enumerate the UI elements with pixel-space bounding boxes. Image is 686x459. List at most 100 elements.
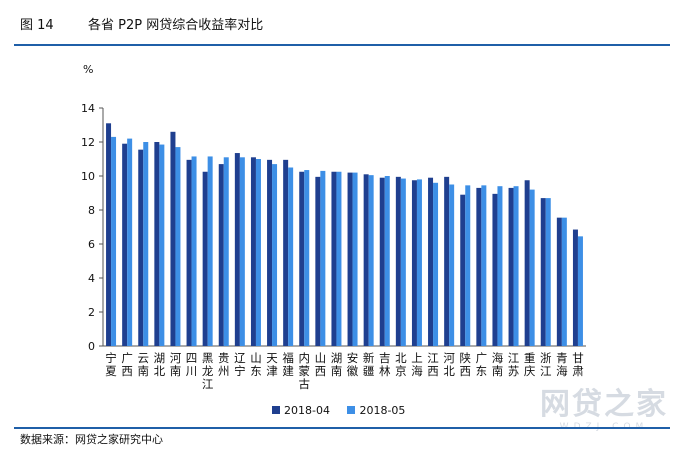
legend-swatch-2018-05: [347, 406, 356, 414]
bar-2018-04: [234, 153, 240, 346]
x-tick-label: 黑龙江: [202, 351, 214, 391]
bar-2018-05: [191, 156, 197, 346]
figure-title: 各省 P2P 网贷综合收益率对比: [88, 18, 264, 33]
watermark-logo: 网贷之家 WDZJ.COM: [540, 387, 668, 433]
bar-2018-04: [250, 157, 256, 346]
bar-2018-05: [288, 167, 294, 346]
bar-2018-05: [111, 136, 117, 346]
bar-2018-04: [347, 172, 353, 346]
y-axis-unit: %: [83, 63, 93, 76]
bar-2018-05: [416, 179, 422, 346]
bar-2018-05: [449, 184, 455, 346]
bar-2018-04: [202, 171, 208, 346]
y-tick-label: 14: [81, 102, 95, 115]
bar-2018-05: [223, 157, 229, 346]
x-tick-label: 四川: [186, 351, 198, 378]
bar-2018-05: [529, 189, 535, 346]
figure-number: 图 14: [20, 18, 54, 33]
bar-2018-05: [433, 182, 439, 346]
x-tick-label: 江西: [427, 351, 439, 378]
legend-item-2018-04: 2018-04: [272, 404, 330, 418]
x-tick-label: 北京: [395, 351, 407, 378]
bar-2018-04: [170, 131, 176, 346]
bar-2018-04: [508, 187, 514, 346]
x-tick-label: 福建: [282, 351, 294, 378]
bar-2018-05: [336, 171, 342, 346]
bar-2018-04: [524, 180, 530, 346]
bar-2018-05: [320, 170, 326, 346]
x-tick-label: 新疆: [363, 351, 375, 378]
figure-header: 图 14 各省 P2P 网贷综合收益率对比: [20, 14, 670, 38]
bar-2018-05: [400, 178, 406, 346]
x-tick-label: 天津: [266, 351, 278, 378]
bar-2018-05: [304, 170, 310, 346]
bar-2018-05: [127, 138, 133, 346]
x-tick-label: 甘肃: [572, 351, 584, 378]
bar-2018-04: [218, 164, 224, 346]
bar-2018-04: [267, 159, 273, 346]
bar-2018-04: [476, 187, 482, 346]
bar-2018-05: [481, 185, 487, 346]
bar-2018-05: [352, 172, 358, 346]
x-tick-label: 辽宁: [234, 351, 246, 378]
x-tick-label: 云南: [138, 351, 150, 378]
x-tick-label: 河南: [170, 351, 182, 378]
watermark-text: 网贷之家: [540, 387, 668, 422]
bar-2018-04: [283, 159, 289, 346]
bar-2018-04: [138, 149, 144, 346]
bar-2018-05: [465, 185, 471, 346]
x-tick-label: 安徽: [347, 351, 359, 378]
x-tick-label: 青海: [556, 351, 568, 378]
x-tick-label: 广东: [476, 351, 488, 378]
bar-2018-04: [411, 180, 417, 346]
x-tick-label: 内蒙古: [299, 351, 311, 391]
header-rule: [14, 44, 670, 46]
bar-2018-05: [577, 236, 583, 346]
y-tick-label: 2: [88, 306, 95, 319]
y-tick-label: 0: [88, 340, 95, 353]
bar-2018-05: [143, 142, 149, 346]
bar-2018-04: [122, 143, 128, 346]
legend-swatch-2018-04: [272, 406, 280, 414]
legend-item-2018-05: 2018-05: [347, 404, 405, 418]
x-tick-label: 浙江: [540, 351, 552, 378]
x-tick-label: 陕西: [460, 351, 472, 378]
bar-2018-05: [497, 186, 503, 346]
bar-2018-04: [186, 159, 192, 346]
bar-2018-05: [561, 217, 567, 346]
bar-2018-04: [572, 229, 578, 346]
x-tick-label: 重庆: [524, 351, 536, 378]
bar-2018-05: [513, 186, 519, 346]
bar-2018-04: [154, 142, 160, 346]
bar-2018-05: [545, 198, 551, 346]
x-tick-label: 湖南: [331, 351, 343, 378]
legend-label-2018-05: 2018-05: [359, 404, 406, 417]
source-note: 数据来源：网贷之家研究中心: [20, 433, 163, 446]
bar-2018-04: [540, 198, 546, 346]
chart-legend: 2018-04 2018-05: [272, 404, 419, 418]
x-tick-label: 广西: [121, 351, 133, 378]
bar-2018-04: [299, 171, 305, 346]
bar-2018-04: [331, 171, 337, 346]
bar-2018-04: [444, 176, 450, 346]
y-tick-label: 4: [88, 272, 95, 285]
bar-2018-04: [106, 123, 112, 346]
bar-2018-04: [556, 217, 562, 346]
bar-chart: % 0 2 4 6 8 10 12 14 宁夏广西云南湖北河南四川黑龙江贵州辽宁山东天津福建内蒙古…: [81, 63, 586, 391]
bar-2018-05: [159, 144, 165, 346]
bar-2018-05: [255, 159, 261, 346]
x-tick-label: 山东: [250, 351, 262, 378]
bar-2018-04: [315, 176, 321, 346]
bar-2018-05: [175, 147, 181, 346]
x-tick-label: 河北: [443, 351, 455, 378]
x-tick-label: 吉林: [379, 351, 391, 378]
x-tick-label: 湖北: [154, 351, 166, 378]
x-tick-label: 上海: [411, 351, 423, 378]
x-tick-label: 海南: [492, 351, 504, 378]
bar-2018-04: [395, 176, 401, 346]
bar-2018-05: [239, 157, 245, 346]
bar-2018-05: [384, 176, 390, 346]
bar-2018-05: [207, 156, 213, 346]
bar-2018-04: [460, 194, 466, 346]
x-tick-label: 江苏: [508, 351, 520, 378]
